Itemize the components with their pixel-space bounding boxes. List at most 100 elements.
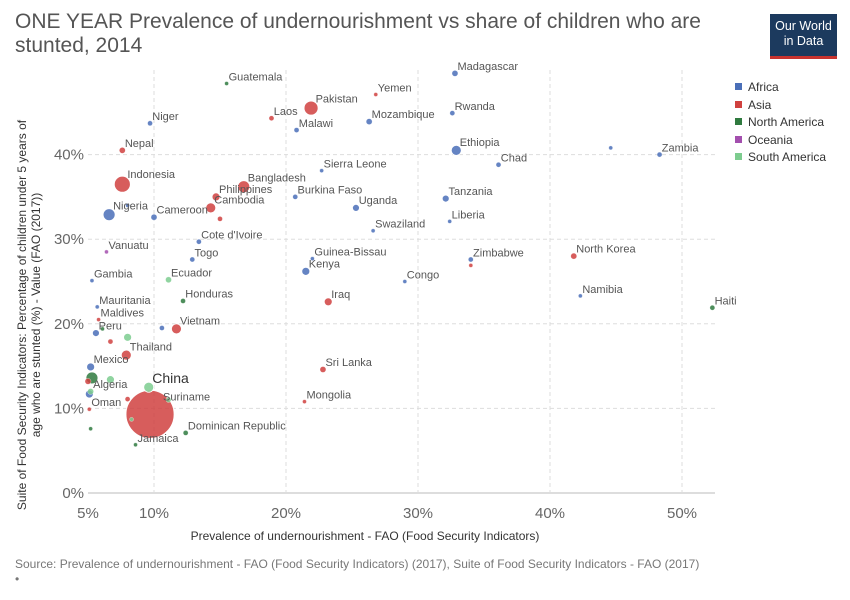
data-point[interactable] [303,100,319,116]
point-label: Mozambique [372,109,435,121]
data-point[interactable] [608,145,613,150]
point-label: Nepal [125,138,154,150]
data-point[interactable] [293,127,300,133]
legend-item[interactable]: North America [735,115,824,129]
data-point[interactable] [107,338,114,345]
point-label: Maldives [101,308,145,320]
data-point[interactable] [656,151,663,158]
data-point[interactable] [196,239,202,245]
data-point[interactable] [87,388,94,395]
data-point[interactable] [119,147,126,154]
data-point[interactable] [370,228,376,233]
data-point[interactable] [450,144,462,156]
data-point[interactable] [106,375,115,385]
point-label: Philippines [219,184,273,196]
data-point[interactable] [292,194,298,200]
data-point[interactable] [301,266,311,276]
data-point[interactable] [451,70,459,77]
data-point[interactable] [84,378,92,385]
point-label: China [152,370,189,386]
point-label: Niger [152,111,179,123]
data-point[interactable] [402,279,407,284]
point-label: Suriname [163,391,210,403]
data-point[interactable] [89,278,95,283]
data-point[interactable] [124,396,131,402]
data-point[interactable] [183,430,189,436]
data-point[interactable] [87,407,92,412]
data-point[interactable] [268,115,275,121]
legend-item[interactable]: Oceania [735,133,793,147]
data-point[interactable] [180,298,186,304]
data-point[interactable] [495,162,502,168]
data-point[interactable] [104,249,109,255]
data-point[interactable] [129,417,134,422]
data-point[interactable] [147,120,153,126]
point-label: Iraq [331,289,350,301]
point-labels: Madagascar Guatemala Yemen Pakistan Rwanda La… [91,61,736,445]
data-point[interactable] [165,276,172,283]
data-point[interactable] [113,175,131,193]
data-point[interactable] [189,256,195,263]
data-point[interactable] [92,329,100,338]
point-label: Bangladesh [248,173,306,185]
data-point[interactable] [449,110,455,116]
data-point[interactable] [150,214,158,221]
data-point[interactable] [217,216,223,222]
data-point[interactable] [86,362,96,372]
legend-item[interactable]: South America [735,150,826,164]
data-point[interactable] [133,442,138,447]
point-label: Laos [274,106,298,118]
data-point[interactable] [447,219,452,224]
data-point[interactable] [159,325,165,331]
data-point[interactable] [143,381,155,393]
data-point[interactable] [211,192,221,202]
data-point[interactable] [224,81,229,86]
point-label: Vanuatu [108,240,148,252]
point-label: Congo [407,270,439,282]
data-point[interactable] [96,317,101,322]
data-point[interactable] [171,323,182,335]
data-point[interactable] [237,180,251,194]
legend-item[interactable]: Africa [735,80,779,94]
point-label: Burkina Faso [297,185,362,197]
data-point[interactable] [441,194,450,203]
point-label: Malawi [299,118,333,130]
data-point[interactable] [102,208,116,222]
data-point[interactable] [468,256,474,263]
point-label: Oman [91,397,121,409]
data-point[interactable] [709,305,716,311]
logo-line-2: in Data [783,34,824,48]
data-point[interactable] [88,426,93,431]
point-label: Guatemala [229,72,284,84]
legend-label: Oceania [748,132,793,147]
point-label: Tanzania [448,186,493,198]
data-point[interactable] [100,326,105,332]
data-point[interactable] [323,297,333,307]
data-point[interactable] [352,203,360,212]
data-point[interactable] [570,252,577,260]
data-point[interactable] [165,397,172,403]
point-label: Zambia [662,142,700,154]
x-tick-label: 20% [271,505,301,522]
data-point[interactable] [319,168,324,173]
x-tick-label: 50% [667,505,697,522]
point-label: Sri Lanka [325,357,372,369]
data-point[interactable] [205,202,217,214]
data-point[interactable] [319,366,327,373]
data-point[interactable] [373,92,378,97]
data-point[interactable] [578,293,583,299]
axis-ticks: 0% 10% 20% 30% 40% 5% 10% 20% 30% 40% 50% [54,147,697,522]
data-point[interactable] [310,256,315,261]
data-point[interactable] [95,304,100,310]
owid-logo[interactable]: Our World in Data [770,14,837,59]
source-note: Source: Prevalence of undernourishment -… [15,557,700,571]
point-label: Cameroon [157,205,208,217]
data-point[interactable] [366,118,373,125]
point-label: Pakistan [316,94,358,106]
legend-item[interactable]: Asia [735,98,771,112]
data-point[interactable] [302,399,307,404]
data-point[interactable] [125,203,130,208]
data-point[interactable] [120,349,132,361]
data-point[interactable] [123,332,132,342]
data-point[interactable] [468,263,473,268]
